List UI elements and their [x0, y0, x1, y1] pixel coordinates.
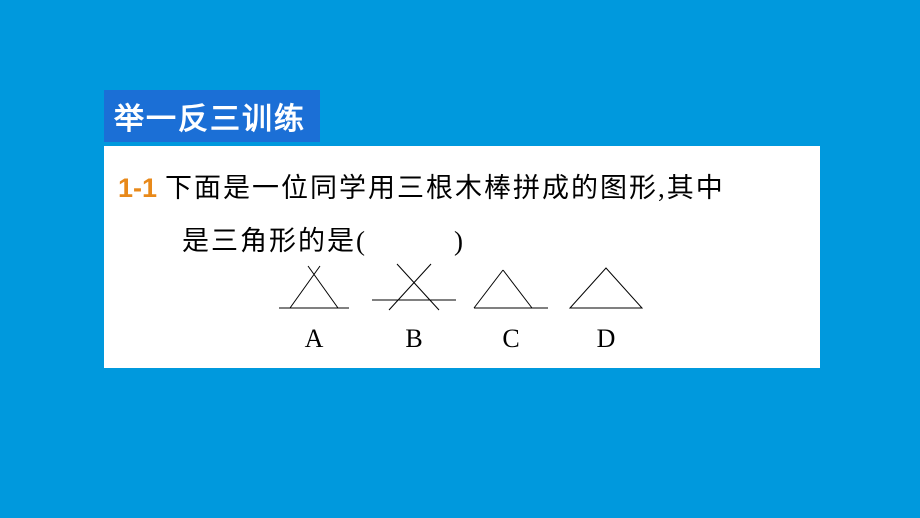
question-text-2a: 是三角形的是(: [182, 226, 367, 256]
option-d-label: D: [597, 324, 616, 354]
section-header-title: 举一反三训练: [114, 103, 306, 136]
question-line-1: 1-1 下面是一位同学用三根木棒拼成的图形,其中: [114, 166, 810, 205]
options-row: A B C D: [264, 262, 654, 354]
option-c-label: C: [502, 324, 519, 354]
option-a-figure: [264, 262, 364, 312]
question-panel: 1-1 下面是一位同学用三根木棒拼成的图形,其中 是三角形的是( ) A B: [104, 146, 820, 368]
question-text-2b: ): [454, 226, 465, 256]
option-a-label: A: [305, 324, 324, 354]
section-header-banner: 举一反三训练: [104, 90, 320, 142]
option-b-label: B: [405, 324, 422, 354]
answer-blank: [367, 226, 454, 256]
option-d-cell: D: [558, 262, 654, 354]
option-c-cell: C: [464, 262, 558, 354]
option-a-cell: A: [264, 262, 364, 354]
option-d-figure: [558, 262, 654, 312]
question-line-2: 是三角形的是( ): [114, 205, 810, 258]
option-b-cell: B: [364, 262, 464, 354]
question-text-1: 下面是一位同学用三根木棒拼成的图形,其中: [165, 166, 725, 205]
option-b-figure: [364, 262, 464, 312]
question-number: 1-1: [114, 173, 165, 204]
option-c-figure: [464, 262, 558, 312]
